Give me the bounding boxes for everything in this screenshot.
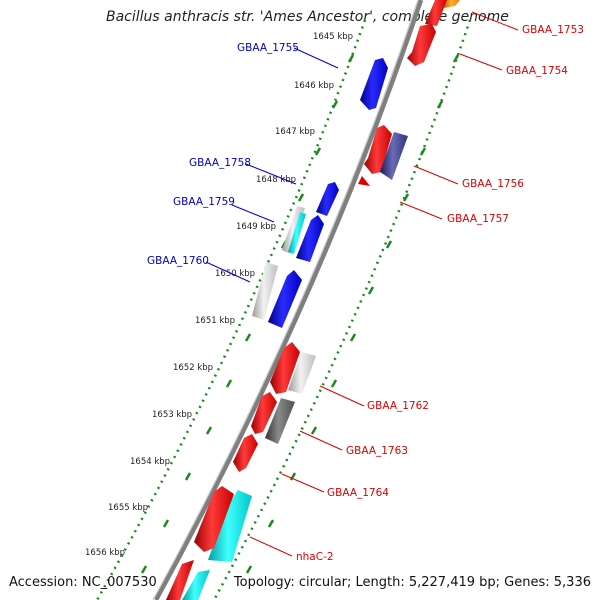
tick-label-1650: 1650 kbp [215, 269, 255, 279]
feature-gbaa-1763-dark[interactable] [265, 398, 295, 444]
feature-gbaa-1755[interactable] [360, 58, 388, 110]
tick-label-1651: 1651 kbp [195, 316, 235, 326]
major-tick [330, 379, 338, 388]
tick-label-1645: 1645 kbp [313, 32, 353, 42]
tick-label-1646: 1646 kbp [294, 81, 334, 91]
feature-gbaa-1761-gray[interactable] [288, 352, 316, 394]
label-nhac-2[interactable]: nhaC-2 [296, 551, 334, 563]
tick-track-right [212, 19, 472, 600]
leader-gbaa-1757 [399, 201, 443, 220]
tick-label-1653: 1653 kbp [152, 410, 192, 420]
leader-gbaa-1763 [299, 430, 343, 451]
feature-gbaa-1758[interactable] [316, 182, 339, 216]
feature-gbaa-1763[interactable] [251, 392, 277, 434]
major-tick [244, 333, 252, 342]
major-tick [225, 379, 233, 388]
major-tick [184, 472, 192, 481]
tick-label-1649: 1649 kbp [236, 222, 276, 232]
accession-text: Accession: NC_007530 [9, 575, 157, 590]
label-gbaa-1756[interactable]: GBAA_1756 [462, 178, 524, 190]
label-gbaa-1764[interactable]: GBAA_1764 [327, 487, 389, 499]
feature-gbaa-1762[interactable] [270, 342, 300, 394]
feature-nhac-2[interactable] [208, 490, 252, 562]
tick-label-1647: 1647 kbp [275, 127, 315, 137]
feature-bottom-cyan[interactable] [182, 570, 210, 600]
leader-lines [205, 11, 519, 557]
feature-nhac-2-red[interactable] [194, 486, 234, 552]
forward-gene-labels: GBAA_1755 GBAA_1758 GBAA_1759 GBAA_1760 [147, 42, 299, 267]
leader-gbaa-1755 [293, 47, 339, 69]
feature-gbaa-1764[interactable] [233, 434, 258, 472]
tick-labels: 1645 kbp 1646 kbp 1647 kbp 1648 kbp 1649… [85, 32, 353, 558]
major-tick [310, 426, 318, 435]
major-tick [205, 426, 213, 435]
major-tick [140, 565, 148, 574]
major-tick [385, 240, 393, 249]
major-tick [331, 100, 339, 109]
label-gbaa-1762[interactable]: GBAA_1762 [367, 400, 429, 412]
leader-gbaa-1756 [413, 165, 459, 185]
tick-label-1652: 1652 kbp [173, 363, 213, 373]
genome-title: Bacillus anthracis str. 'Ames Ancestor',… [106, 9, 509, 25]
major-tick [402, 193, 410, 202]
leader-gbaa-1760 [205, 261, 251, 283]
feature-gbaa-1753[interactable] [425, 0, 447, 26]
major-tick [347, 54, 355, 63]
label-gbaa-1759[interactable]: GBAA_1759 [173, 196, 235, 208]
feature-gbaa-1753-orange[interactable] [444, 0, 460, 8]
tick-label-1648: 1648 kbp [256, 175, 296, 185]
genome-summary-text: Topology: circular; Length: 5,227,419 bp… [233, 575, 591, 590]
label-gbaa-1758[interactable]: GBAA_1758 [189, 157, 251, 169]
feature-bottom-red[interactable] [166, 560, 194, 600]
major-tick [436, 100, 444, 109]
major-tick [297, 193, 305, 202]
reverse-features [166, 0, 460, 600]
major-ticks-right [245, 54, 460, 574]
tick-label-1656: 1656 kbp [85, 548, 125, 558]
genome-backbone [154, 0, 424, 600]
feature-gbaa-1760-gray[interactable] [252, 262, 278, 320]
major-tick [419, 147, 427, 156]
major-tick [289, 472, 297, 481]
leader-gbaa-1753 [471, 11, 519, 31]
reverse-gene-labels: GBAA_1753 GBAA_1754 GBAA_1756 GBAA_1757 … [296, 24, 584, 563]
tick-label-1655: 1655 kbp [108, 503, 148, 513]
major-tick [245, 565, 253, 574]
leader-gbaa-1762 [319, 385, 365, 407]
genome-backbone-highlight [152, 0, 419, 600]
major-tick [314, 147, 322, 156]
feature-gbaa-1761[interactable] [268, 270, 302, 328]
major-tick [267, 519, 275, 528]
forward-features [182, 58, 388, 600]
label-gbaa-1754[interactable]: GBAA_1754 [506, 65, 568, 77]
feature-gbaa-1759[interactable] [288, 212, 306, 254]
leader-gbaa-1758 [245, 163, 297, 185]
label-gbaa-1753[interactable]: GBAA_1753 [522, 24, 584, 36]
feature-gbaa-1754[interactable] [407, 24, 436, 66]
feature-gbaa-1757[interactable] [380, 132, 408, 180]
tick-track-left [95, 19, 367, 600]
feature-gbaa-1757-small[interactable] [358, 176, 370, 186]
major-tick [162, 519, 170, 528]
label-gbaa-1757[interactable]: GBAA_1757 [447, 213, 509, 225]
leader-gbaa-1759 [231, 204, 275, 223]
label-gbaa-1763[interactable]: GBAA_1763 [346, 445, 408, 457]
leader-gbaa-1754 [459, 53, 503, 71]
major-tick [452, 54, 460, 63]
label-gbaa-1755[interactable]: GBAA_1755 [237, 42, 299, 54]
major-ticks-left [140, 54, 355, 574]
label-gbaa-1760[interactable]: GBAA_1760 [147, 255, 209, 267]
leader-nhac-2 [249, 536, 293, 557]
feature-gbaa-1756[interactable] [364, 125, 392, 174]
tick-label-1654: 1654 kbp [130, 457, 170, 467]
major-tick [367, 286, 375, 295]
leader-gbaa-1764 [281, 473, 325, 493]
major-tick [349, 333, 357, 342]
feature-gbaa-1760-blue[interactable] [296, 215, 324, 262]
